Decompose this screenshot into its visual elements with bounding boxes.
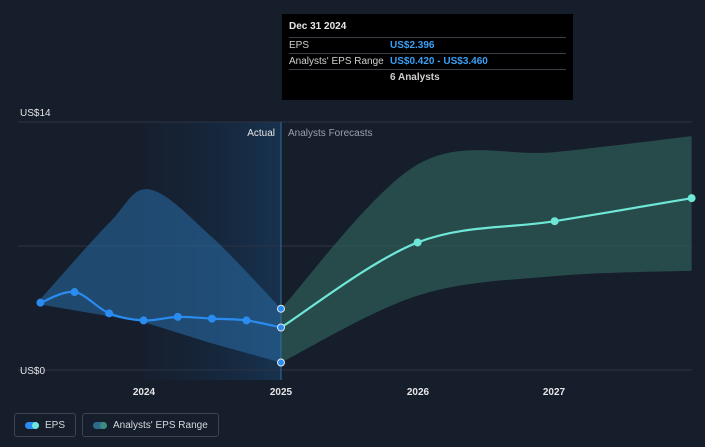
eps-swatch-icon xyxy=(25,421,39,429)
legend-eps-button[interactable]: EPS xyxy=(14,413,77,437)
y-label-bottom: US$0 xyxy=(20,366,45,377)
legend-label: Analysts' EPS Range xyxy=(113,419,208,431)
x-tick-2025: 2025 xyxy=(270,387,293,398)
eps-actual-point[interactable] xyxy=(277,323,285,332)
y-label-top: US$14 xyxy=(20,108,51,119)
x-tick-2027: 2027 xyxy=(543,387,566,398)
actual-label: Actual xyxy=(247,128,275,139)
eps-actual-point[interactable] xyxy=(105,309,114,318)
legend-label: EPS xyxy=(45,419,66,431)
tooltip-date: Dec 31 2024 xyxy=(289,21,566,38)
x-tick-2026: 2026 xyxy=(407,387,430,398)
eps-actual-point[interactable] xyxy=(36,298,45,307)
eps-forecast-point[interactable] xyxy=(687,194,696,203)
forecast-label: Analysts Forecasts xyxy=(288,128,372,139)
tooltip-row-eps: EPS US$2.396 xyxy=(289,38,566,54)
eps-actual-point[interactable] xyxy=(139,316,148,325)
range-marker-point[interactable] xyxy=(277,358,285,367)
eps-actual-point[interactable] xyxy=(207,314,216,323)
x-tick-2024: 2024 xyxy=(133,387,156,398)
legend-range-button[interactable]: Analysts' EPS Range xyxy=(82,413,219,437)
tooltip-row-range: Analysts' EPS Range US$0.420 - US$3.460 xyxy=(289,54,566,70)
tooltip-label: Analysts' EPS Range xyxy=(289,56,384,67)
eps-actual-point[interactable] xyxy=(242,316,251,325)
tooltip-value: US$0.420 - US$3.460 xyxy=(390,56,488,67)
tooltip-label: EPS xyxy=(289,40,310,51)
tooltip-value: 6 Analysts xyxy=(390,72,440,83)
tooltip-value: US$2.396 xyxy=(390,40,435,51)
range-swatch-icon xyxy=(93,421,108,429)
eps-forecast-point[interactable] xyxy=(550,217,559,226)
legend: EPS Analysts' EPS Range xyxy=(14,413,219,437)
eps-actual-point[interactable] xyxy=(173,312,182,321)
tooltip-row-analysts: 6 Analysts xyxy=(289,70,566,85)
eps-forecast-point[interactable] xyxy=(413,238,422,247)
range-marker-point[interactable] xyxy=(277,304,285,313)
forecast-eps-range-band xyxy=(281,136,692,363)
eps-actual-point[interactable] xyxy=(70,288,79,297)
data-tooltip: Dec 31 2024 EPS US$2.396 Analysts' EPS R… xyxy=(282,14,573,100)
eps-forecast-line xyxy=(280,197,692,329)
